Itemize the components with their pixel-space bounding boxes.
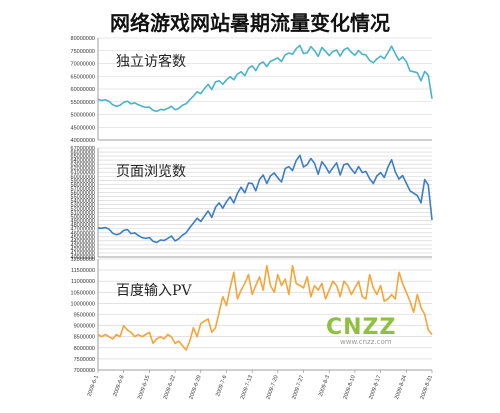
series-line	[97, 44, 433, 113]
y-tick-label: 9500000	[74, 313, 95, 319]
y-tick-label: 40000000	[71, 255, 95, 261]
y-tick-label: 60000000	[71, 87, 95, 93]
y-tick-label: 51000000	[71, 211, 95, 217]
x-tick-label: 2009-8-17	[368, 375, 382, 401]
y-tick-label: 47000000	[71, 227, 95, 233]
x-tick-label: 2009-6-29	[188, 375, 202, 401]
panel-label: 独立访客数	[116, 53, 186, 70]
x-tick-label: 2009-8-31	[420, 375, 434, 401]
x-tick-label: 2009-7-13	[240, 375, 254, 401]
y-tick-label: 67000000	[71, 146, 95, 152]
x-tick-label: 2009-7-20	[266, 375, 280, 401]
y-tick-label: 42000000	[71, 247, 95, 253]
y-tick-label: 49000000	[71, 219, 95, 225]
y-tick-label: 61000000	[71, 170, 95, 176]
y-tick-label: 54000000	[71, 198, 95, 204]
y-tick-label: 10500000	[71, 290, 95, 296]
series-line	[97, 154, 433, 244]
x-tick-label: 2009-7-27	[291, 375, 305, 401]
y-tick-label: 58000000	[71, 182, 95, 188]
y-tick-label: 52000000	[71, 207, 95, 213]
y-tick-label: 12000000	[71, 257, 95, 263]
y-tick-label: 43000000	[71, 243, 95, 249]
chart-panels: 40000000 45000000 50000000 55000000 60000000…	[71, 36, 433, 374]
x-tick-label: 2009-8-24	[394, 375, 408, 401]
y-tick-label: 9000000	[74, 324, 95, 330]
y-tick-label: 11500000	[71, 268, 95, 274]
watermark-url: www.cnzz.com	[340, 338, 392, 346]
x-tick-label: 2009-6-8	[112, 375, 125, 398]
chart-title: 网络游戏网站暑期流量变化情况	[110, 11, 390, 35]
y-tick-label: 46000000	[71, 231, 95, 237]
y-tick-label: 7000000	[74, 368, 95, 374]
panel-1: 40000000 45000000 50000000 55000000 60000000…	[71, 36, 433, 144]
series-line	[97, 264, 433, 351]
y-tick-label: 55000000	[71, 194, 95, 200]
x-axis: 2009-6-1 2009-6-8 2009-6-15 2009-6-22 2009-6…	[87, 370, 434, 400]
y-tick-label: 53000000	[71, 203, 95, 209]
y-tick-label: 56000000	[71, 190, 95, 196]
panel-3: 7000000 7500000 8000000 8500000 9000000 95000…	[71, 257, 433, 374]
y-tick-label: 48000000	[71, 223, 95, 229]
y-tick-label: 11000000	[71, 279, 95, 285]
x-tick-label: 2009-6-22	[163, 375, 177, 401]
cnzz-watermark: CNZZ www.cnzz.com	[326, 315, 396, 346]
y-tick-label: 50000000	[71, 113, 95, 119]
x-tick-label: 2009-7-6	[215, 375, 228, 398]
x-tick-label: 2009-8-10	[343, 375, 357, 401]
y-tick-label: 65000000	[71, 154, 95, 160]
y-tick-label: 41000000	[71, 251, 95, 257]
y-tick-label: 45000000	[71, 125, 95, 131]
y-tick-label: 59000000	[71, 178, 95, 184]
y-tick-label: 66000000	[71, 150, 95, 156]
x-tick-label: 2009-6-1	[87, 375, 100, 398]
y-tick-label: 10000000	[71, 301, 95, 307]
y-tick-label: 7500000	[74, 357, 95, 363]
y-tick-label: 75000000	[71, 49, 95, 55]
panel-label: 百度输入PV	[116, 283, 192, 299]
y-tick-label: 57000000	[71, 186, 95, 192]
y-tick-label: 60000000	[71, 174, 95, 180]
y-tick-label: 70000000	[71, 62, 95, 68]
y-tick-label: 64000000	[71, 158, 95, 164]
y-tick-label: 40000000	[71, 138, 95, 144]
y-tick-label: 63000000	[71, 162, 95, 168]
y-tick-label: 45000000	[71, 235, 95, 241]
panel-2: 4000000041000000420000004300000044000000…	[71, 146, 433, 261]
x-tick-label: 2009-6-15	[137, 375, 151, 401]
y-tick-label: 8000000	[74, 346, 95, 352]
x-tick-label: 2009-8-3	[318, 375, 331, 398]
panel-label: 页面浏览数	[116, 164, 186, 180]
y-tick-label: 65000000	[71, 74, 95, 80]
y-tick-label: 80000000	[71, 36, 95, 42]
y-tick-label: 55000000	[71, 100, 95, 106]
y-tick-label: 44000000	[71, 239, 95, 245]
y-tick-label: 50000000	[71, 215, 95, 221]
watermark-logo-text: CNZZ	[326, 315, 396, 340]
y-tick-label: 62000000	[71, 166, 95, 172]
y-tick-label: 8500000	[74, 335, 95, 341]
